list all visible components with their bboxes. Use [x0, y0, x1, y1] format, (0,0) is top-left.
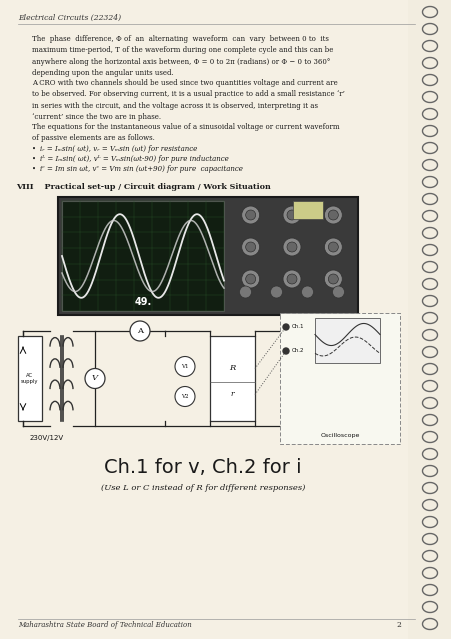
Circle shape [332, 286, 345, 298]
Circle shape [328, 242, 338, 252]
Circle shape [85, 369, 105, 389]
Text: VIII    Practical set-up / Circuit diagram / Work Situation: VIII Practical set-up / Circuit diagram … [16, 183, 271, 191]
Bar [18, 336, 42, 421]
Text: A: A [137, 327, 143, 335]
Circle shape [283, 238, 301, 256]
Circle shape [175, 387, 195, 406]
Circle shape [130, 321, 150, 341]
Text: iᶜ = Im sin ωt, vᶜ = Vm sin (ωt+90) for pure  capacitance: iᶜ = Im sin ωt, vᶜ = Vm sin (ωt+90) for … [40, 165, 243, 173]
Bar [58, 197, 358, 315]
Text: •: • [32, 145, 36, 153]
Text: iᵣ = Iₘsin( ωt), vᵣ = Vₘsin (ωt) for resistance: iᵣ = Iₘsin( ωt), vᵣ = Vₘsin (ωt) for res… [40, 145, 197, 153]
Text: iᴸ = Iₘsin( ωt), vᴸ = Vₘsin(ωt-90) for pure inductance: iᴸ = Iₘsin( ωt), vᴸ = Vₘsin(ωt-90) for p… [40, 155, 229, 163]
Circle shape [246, 274, 256, 284]
Circle shape [246, 210, 256, 220]
Text: Maharashtra State Board of Technical Education: Maharashtra State Board of Technical Edu… [18, 621, 192, 629]
Circle shape [239, 286, 252, 298]
Text: 230V/12V: 230V/12V [30, 435, 64, 441]
Text: V2: V2 [181, 394, 189, 399]
Circle shape [302, 286, 313, 298]
Circle shape [246, 242, 256, 252]
Text: Ch.2: Ch.2 [292, 348, 304, 353]
Circle shape [287, 274, 297, 284]
Bar [280, 313, 400, 444]
Text: The  phase  difference, Φ of  an  alternating  waveform  can  vary  between 0 to: The phase difference, Φ of an alternatin… [32, 35, 333, 77]
Bar [210, 336, 255, 421]
Text: (Use L or C instead of R for different responses): (Use L or C instead of R for different r… [101, 484, 305, 492]
Circle shape [271, 286, 282, 298]
Text: V1: V1 [181, 364, 189, 369]
Circle shape [242, 270, 260, 288]
Text: V: V [92, 374, 98, 383]
Text: AC
supply: AC supply [21, 373, 39, 384]
Text: •: • [32, 155, 36, 163]
Circle shape [328, 274, 338, 284]
Text: Ch.1 for v, Ch.2 for i: Ch.1 for v, Ch.2 for i [104, 458, 302, 477]
Circle shape [287, 210, 297, 220]
Text: 49.: 49. [135, 297, 152, 307]
Circle shape [283, 270, 301, 288]
Circle shape [324, 270, 342, 288]
Circle shape [283, 348, 289, 354]
Text: 2: 2 [396, 621, 401, 629]
Text: The equations for the instantaneous value of a sinusoidal voltage or current wav: The equations for the instantaneous valu… [32, 123, 340, 142]
Circle shape [283, 324, 289, 330]
Circle shape [287, 242, 297, 252]
Text: Oscilloscope: Oscilloscope [320, 433, 360, 438]
Circle shape [324, 238, 342, 256]
Circle shape [242, 206, 260, 224]
Circle shape [328, 210, 338, 220]
Text: R: R [230, 364, 235, 373]
Circle shape [242, 238, 260, 256]
Text: Electrical Circuits (22324): Electrical Circuits (22324) [18, 14, 121, 22]
Circle shape [283, 206, 301, 224]
Text: r: r [231, 390, 235, 399]
Text: Ch.1: Ch.1 [292, 325, 304, 330]
Bar [293, 201, 323, 219]
Text: A CRO with two channels should be used since two quantities voltage and current : A CRO with two channels should be used s… [32, 79, 345, 121]
Text: •: • [32, 165, 36, 173]
Bar [62, 201, 224, 311]
Circle shape [324, 206, 342, 224]
Circle shape [175, 357, 195, 376]
Bar [315, 318, 380, 363]
